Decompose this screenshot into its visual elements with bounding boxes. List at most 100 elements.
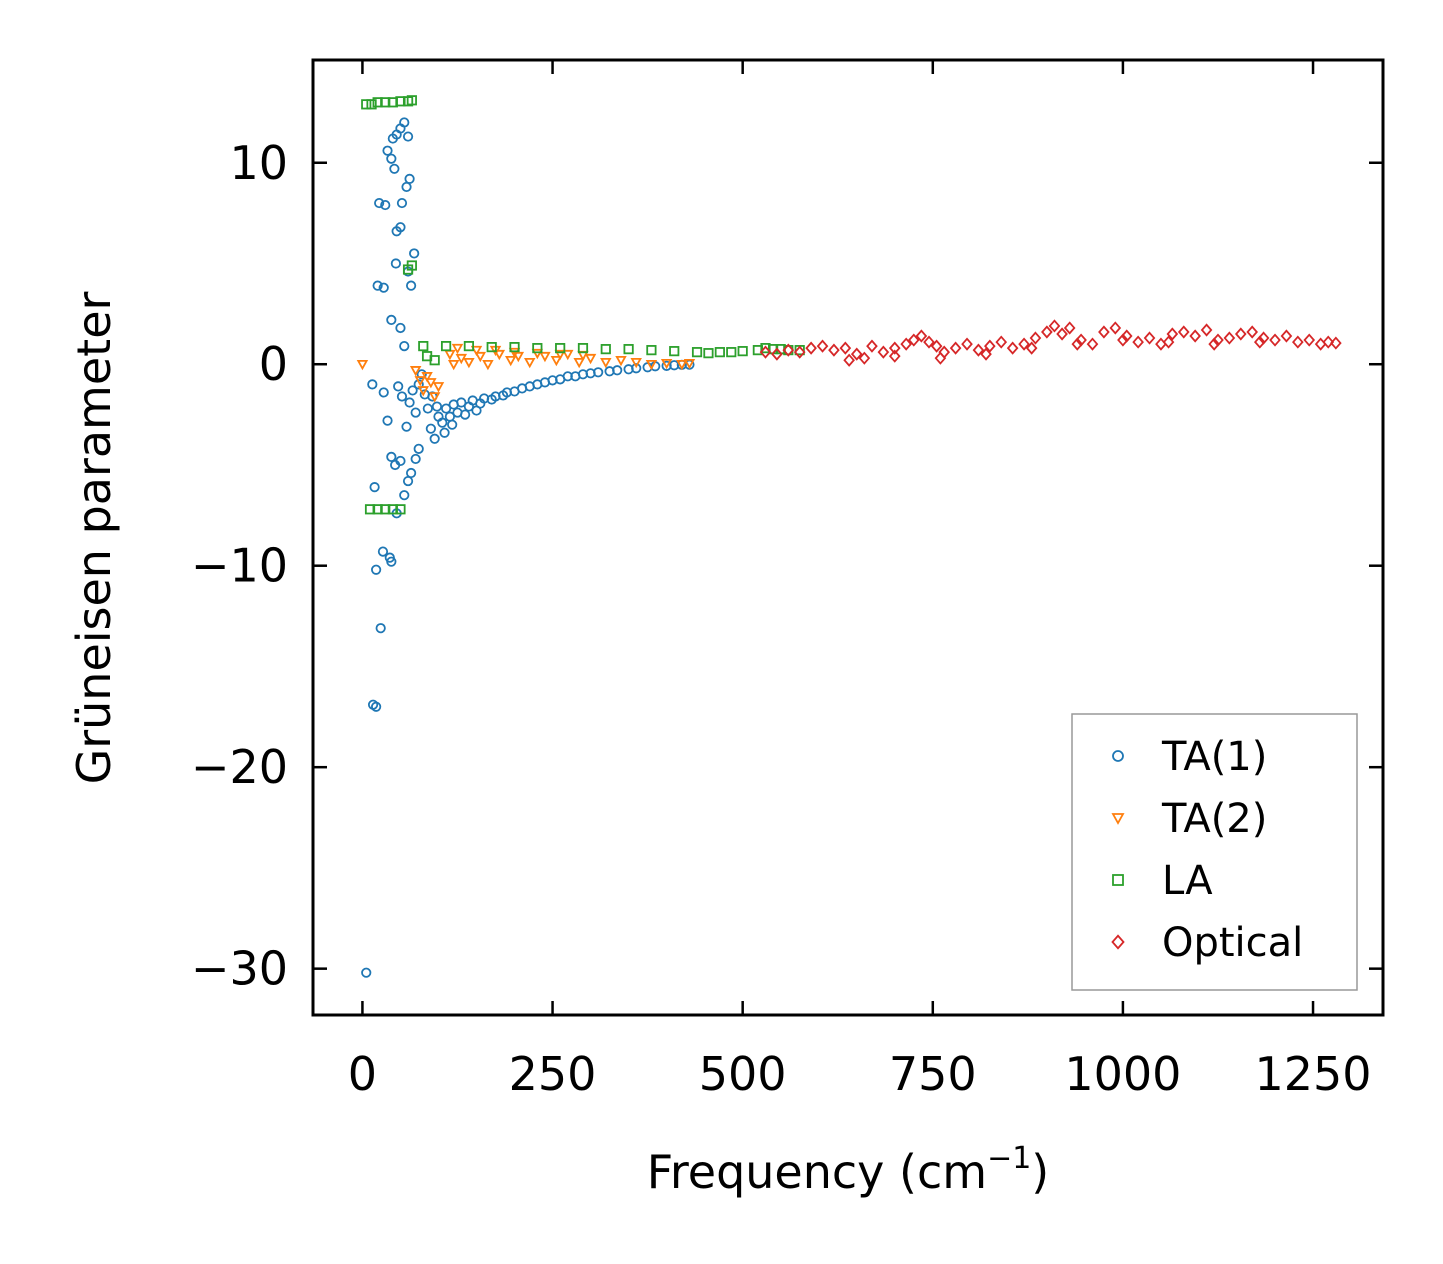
data-point xyxy=(1322,335,1335,349)
data-point xyxy=(573,357,585,369)
x-tick-label: 500 xyxy=(699,1047,787,1101)
data-point xyxy=(782,343,795,357)
data-point xyxy=(555,343,566,354)
data-point xyxy=(1253,335,1266,349)
data-point xyxy=(1029,331,1042,345)
y-tick-label: −20 xyxy=(191,740,288,794)
data-point xyxy=(395,455,406,467)
data-point xyxy=(395,322,406,334)
series-la xyxy=(361,95,805,515)
data-point xyxy=(532,343,543,354)
axes-frame xyxy=(311,58,1385,1017)
data-point xyxy=(660,358,673,370)
legend-label: Optical xyxy=(1162,920,1303,966)
x-tick-label: 250 xyxy=(509,1047,597,1101)
data-point xyxy=(396,197,408,209)
legend-entry: TA(2) xyxy=(1111,796,1267,842)
data-point xyxy=(805,341,817,355)
data-point xyxy=(463,340,474,352)
data-point xyxy=(386,153,397,164)
data-point xyxy=(1018,337,1030,351)
legend-marker xyxy=(1111,813,1125,825)
data-point xyxy=(1056,327,1068,341)
y-tick-label: 0 xyxy=(259,337,288,391)
data-point xyxy=(474,351,487,363)
data-point xyxy=(456,397,467,408)
data-point xyxy=(1098,325,1110,339)
data-point xyxy=(401,421,412,432)
series-ta-1 xyxy=(361,117,695,978)
data-point xyxy=(409,366,422,377)
data-point xyxy=(471,405,482,416)
data-point xyxy=(995,335,1008,349)
data-point xyxy=(570,371,581,382)
data-point xyxy=(371,564,382,575)
data-point xyxy=(374,197,385,209)
data-point xyxy=(380,199,391,211)
x-tick-label: 1250 xyxy=(1254,1047,1371,1101)
data-point xyxy=(888,341,901,355)
data-point xyxy=(414,376,426,387)
legend-label: TA(1) xyxy=(1161,734,1267,780)
data-point xyxy=(524,357,536,369)
data-point xyxy=(418,340,429,352)
data-point xyxy=(1006,341,1019,355)
data-point xyxy=(555,374,566,385)
data-point xyxy=(486,394,497,405)
data-point xyxy=(1200,323,1213,337)
data-point xyxy=(396,391,408,402)
data-point xyxy=(726,347,737,358)
series-optical xyxy=(759,319,1342,367)
data-point xyxy=(356,359,369,371)
data-point xyxy=(949,341,962,355)
data-point xyxy=(630,357,642,369)
data-point xyxy=(550,355,563,367)
data-point xyxy=(669,346,680,357)
data-point xyxy=(691,347,703,358)
data-point xyxy=(877,345,890,359)
data-point xyxy=(371,701,382,712)
data-point xyxy=(425,423,436,434)
data-point xyxy=(816,339,829,353)
data-point xyxy=(577,343,589,354)
data-point xyxy=(1025,341,1038,355)
x-tick-label: 0 xyxy=(348,1047,377,1101)
data-point xyxy=(1223,331,1236,345)
y-ticks: 10 0 −10 −20 −30 xyxy=(191,136,1383,996)
legend-label: TA(2) xyxy=(1161,796,1267,842)
data-point xyxy=(437,417,448,428)
data-point xyxy=(793,345,806,359)
data-point xyxy=(375,623,386,634)
data-point xyxy=(395,504,406,515)
data-point xyxy=(463,401,474,412)
data-point xyxy=(369,482,380,493)
data-point xyxy=(406,260,417,271)
data-point xyxy=(440,340,452,352)
data-point xyxy=(447,359,460,371)
data-point xyxy=(406,95,417,106)
data-point xyxy=(422,403,433,414)
data-point xyxy=(843,353,855,367)
data-point xyxy=(585,368,596,379)
data-point xyxy=(600,344,611,355)
data-point xyxy=(1063,321,1076,335)
data-point xyxy=(498,390,509,401)
data-point xyxy=(683,358,696,370)
data-point xyxy=(401,181,412,193)
y-tick-label: −10 xyxy=(191,539,288,593)
data-point xyxy=(888,349,901,363)
data-point xyxy=(714,347,725,358)
data-point xyxy=(512,351,525,363)
data-point xyxy=(839,341,852,355)
data-point xyxy=(409,248,420,259)
data-point xyxy=(646,345,657,356)
data-point xyxy=(386,556,397,567)
data-point xyxy=(539,351,551,363)
data-point xyxy=(361,967,372,978)
data-point xyxy=(509,386,520,397)
data-point xyxy=(1086,337,1099,351)
data-point xyxy=(390,258,401,269)
data-point xyxy=(600,357,612,369)
data-point xyxy=(524,381,535,392)
y-tick-label: 10 xyxy=(229,136,288,190)
